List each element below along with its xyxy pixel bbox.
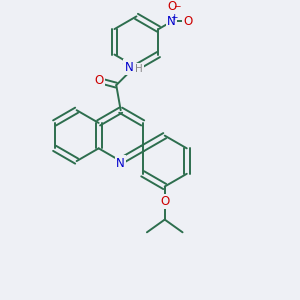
Text: N: N — [124, 61, 133, 74]
Text: H: H — [135, 64, 143, 74]
Text: O: O — [160, 195, 170, 208]
Text: +: + — [170, 13, 177, 22]
Text: N: N — [116, 157, 125, 169]
Text: O: O — [183, 15, 192, 28]
Text: N: N — [167, 15, 176, 28]
Text: O: O — [167, 0, 176, 13]
Text: O: O — [94, 74, 104, 87]
Text: −: − — [173, 1, 180, 10]
